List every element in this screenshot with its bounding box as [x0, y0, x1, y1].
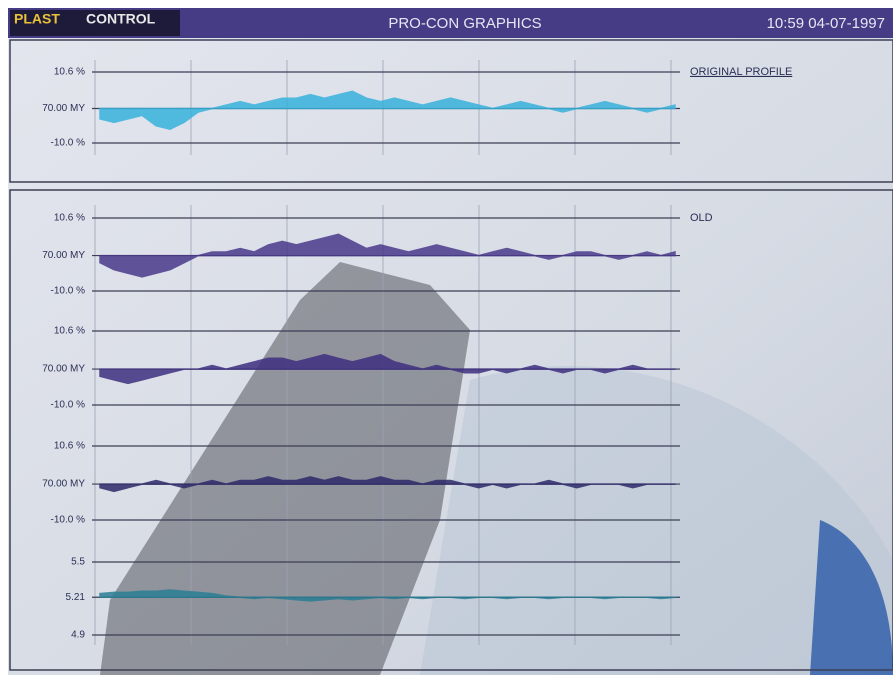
legend: ORIGINAL PROFILE — [690, 66, 792, 78]
header-title: PRO-CON GRAPHICS — [388, 15, 541, 32]
brand: CONTROL — [86, 11, 156, 27]
y-tick-label: -10.0 % — [51, 286, 86, 297]
profile-area — [99, 589, 676, 602]
legend: OLD — [690, 212, 713, 224]
y-tick-label: 10.6 % — [54, 441, 85, 452]
y-tick-label: 10.6 % — [54, 67, 85, 78]
y-tick-label: 5.21 — [66, 592, 86, 603]
clock: 10:59 04-07-1997 — [767, 15, 885, 32]
brand: PLAST — [14, 11, 60, 27]
y-tick-label: 70.00 MY — [42, 479, 85, 490]
y-tick-label: 70.00 MY — [42, 103, 85, 114]
y-tick-label: 10.6 % — [54, 213, 85, 224]
panel-frame — [9, 189, 893, 671]
profile-area — [99, 476, 676, 493]
profile-area — [99, 90, 676, 130]
panel-frame — [9, 39, 893, 183]
profile-area — [99, 353, 676, 385]
y-tick-label: 4.9 — [71, 630, 85, 641]
profile-area — [99, 233, 676, 278]
y-tick-label: 5.5 — [71, 557, 85, 568]
y-tick-label: 10.6 % — [54, 326, 85, 337]
reflection — [810, 520, 893, 675]
y-tick-label: 70.00 MY — [42, 250, 85, 261]
y-tick-label: -10.0 % — [51, 138, 86, 149]
logo — [10, 10, 180, 36]
y-tick-label: -10.0 % — [51, 400, 86, 411]
y-tick-label: 70.00 MY — [42, 364, 85, 375]
y-tick-label: -10.0 % — [51, 515, 86, 526]
